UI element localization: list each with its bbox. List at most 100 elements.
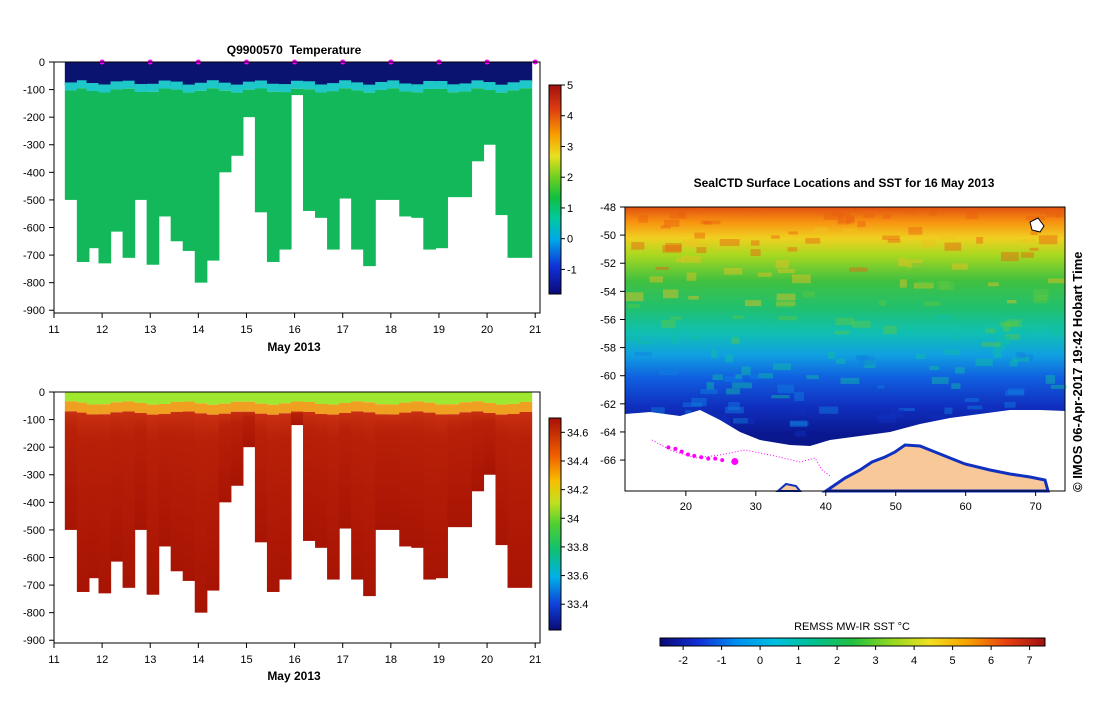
sst-texture-cell — [806, 375, 819, 380]
sst-texture-cell — [1008, 388, 1025, 395]
salinity-surface-cell — [387, 392, 400, 405]
salinity-surface-cell — [399, 392, 412, 403]
sst-texture-cell — [966, 211, 978, 220]
sst-texture-cell — [679, 403, 687, 410]
sst-texture-cell — [757, 272, 772, 277]
sst-texture-cell — [989, 409, 1009, 413]
salinity-profile-column — [351, 411, 364, 580]
temperature-thermocline-cell — [290, 80, 304, 89]
salinity-profile-column — [423, 412, 436, 580]
temperature-profile-column — [146, 91, 160, 265]
salinity-halocline-cell — [146, 404, 160, 415]
salinity-surface-cell — [375, 392, 388, 405]
sst-texture-cell — [827, 351, 836, 360]
temperature-profile-column — [411, 92, 424, 218]
sst-texture-cell — [789, 421, 809, 426]
temperature-profile-column — [206, 88, 220, 261]
salinity-surface-cell — [182, 392, 196, 402]
salinity-profile-column — [399, 412, 412, 547]
salinity-surface-cell — [158, 392, 172, 404]
sst-texture-cell — [842, 228, 857, 234]
sst-texture-cell — [908, 227, 923, 235]
sst-texture-cell — [1047, 278, 1065, 284]
sst-texture-cell — [939, 236, 957, 241]
salinity-halocline-cell — [254, 403, 268, 414]
sst-texture-cell — [706, 382, 715, 390]
sst-texture-cell — [771, 395, 790, 399]
temperature-profile-column — [218, 90, 232, 173]
x-tick-label: 15 — [240, 324, 252, 336]
sst-texture-cell — [837, 221, 851, 225]
sst-texture-cell — [1002, 323, 1011, 332]
y-tick-label: -400 — [23, 497, 45, 509]
temperature-thermocline-cell — [254, 80, 268, 89]
sst-texture-cell — [814, 227, 829, 235]
temperature-thermocline-cell — [110, 81, 124, 90]
sst-texture-cell — [682, 402, 703, 408]
temperature-colorbar — [548, 84, 562, 295]
temperature-profile-column — [447, 92, 461, 198]
salinity-halocline-cell — [182, 401, 196, 412]
sst-texture-cell — [638, 215, 648, 223]
salinity-profile-column — [278, 413, 292, 580]
temperature-surface-cell — [134, 62, 148, 87]
sst-texture-cell — [1005, 334, 1020, 340]
sst-texture-cell — [728, 402, 740, 411]
salinity-surface-cell — [134, 392, 148, 403]
temperature-thermocline-cell — [459, 83, 473, 92]
sst-texture-cell — [849, 267, 868, 272]
salinity-profile-column — [122, 411, 136, 588]
sst-texture-cell — [906, 259, 923, 268]
sst-texture-cell — [855, 355, 869, 361]
temperature-surface-cell — [303, 62, 316, 85]
sst-texture-cell — [913, 282, 934, 289]
salinity-surface-cell — [459, 392, 473, 403]
sst-map-panel: SealCTD Surface Locations and SST for 16… — [600, 176, 1085, 667]
sst-texture-cell — [912, 263, 924, 271]
salinity-halocline-cell — [122, 401, 136, 412]
temperature-x-ticks: 11 12 13 14 15 16 17 18 19 20 21 — [48, 313, 541, 336]
land-patch — [1029, 217, 1045, 233]
map-lat-tick-label: -50 — [600, 230, 616, 242]
temperature-thermocline-cell — [134, 83, 148, 92]
map-lon-tick-label: 40 — [820, 501, 832, 513]
salinity-halocline-cell — [290, 401, 304, 412]
temperature-profile-column — [303, 89, 316, 211]
sst-texture-cell — [858, 356, 876, 366]
temperature-profile-column — [495, 92, 509, 216]
sst-texture-cell — [1022, 328, 1035, 332]
x-tick-label: 14 — [192, 324, 204, 336]
sst-texture-cell — [931, 376, 949, 384]
sst-texture-cell — [700, 388, 718, 395]
temperature-profile-column — [182, 92, 196, 251]
y-tick-label: -900 — [23, 305, 45, 317]
sst-texture-cell — [890, 409, 905, 418]
temperature-surface-cell — [459, 62, 473, 87]
temperature-profile-column — [351, 90, 364, 250]
sst-texture-cell — [924, 301, 941, 307]
sst-texture-cell — [793, 409, 807, 416]
sst-texture-cell — [686, 272, 697, 281]
salinity-profiles — [64, 392, 533, 613]
map-lat-tick-label: -56 — [600, 314, 616, 326]
x-tick-label: 11 — [48, 324, 59, 336]
sst-texture-cell — [887, 239, 901, 243]
salinity-surface-cell — [351, 392, 364, 402]
temperature-thermocline-cell — [303, 81, 316, 90]
map-lat-tick-label: -58 — [600, 343, 616, 355]
sst-texture-cell — [778, 316, 797, 321]
y-tick-label: -700 — [23, 250, 45, 262]
sst-colorbar-ticks: -2 -1 0 1 2 3 4 5 6 7 — [678, 646, 1033, 667]
salinity-colorbar-ticks: 34.6 34.4 34.2 34 33.8 33.6 33.4 — [561, 427, 588, 611]
y-tick-label: -900 — [23, 635, 45, 647]
sst-texture-cell — [749, 374, 763, 379]
sst-texture-cell — [1045, 208, 1061, 218]
salinity-surface-cell — [471, 392, 485, 402]
temperature-profile-column — [194, 90, 208, 283]
temperature-thermocline-cell — [447, 84, 461, 93]
salinity-halocline-cell — [266, 404, 280, 415]
sst-texture-cell — [655, 266, 669, 270]
x-tick-label: 13 — [144, 324, 156, 336]
salinity-profile-column — [64, 411, 78, 530]
